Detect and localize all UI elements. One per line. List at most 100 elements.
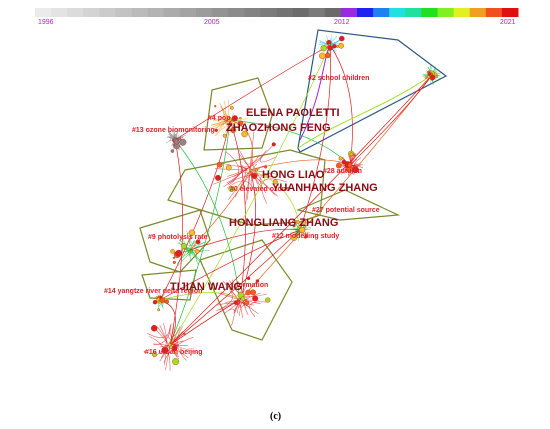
- node: [230, 127, 237, 134]
- cluster-label: #9 photolysis rate: [148, 234, 208, 241]
- edge: [159, 119, 231, 301]
- edge: [169, 229, 301, 346]
- color-swatch: [276, 8, 294, 17]
- node: [320, 45, 327, 52]
- color-swatch: [115, 8, 133, 17]
- node: [339, 35, 345, 42]
- author-label: ZHAOZHONG FENG: [226, 122, 331, 134]
- node: [353, 154, 356, 157]
- node: [233, 300, 238, 305]
- node: [349, 152, 354, 157]
- network-edges-nodes: [143, 35, 441, 371]
- node: [434, 75, 438, 79]
- node: [429, 74, 436, 81]
- edge: [239, 169, 256, 301]
- edge: [229, 119, 253, 171]
- node: [155, 296, 158, 299]
- edge: [210, 119, 222, 126]
- edge: [224, 308, 235, 326]
- node: [299, 227, 306, 233]
- color-swatch: [147, 8, 165, 17]
- node: [161, 346, 169, 354]
- cluster-label: formation: [236, 282, 268, 289]
- color-swatch: [163, 8, 181, 17]
- node: [195, 239, 201, 245]
- year-label: 2012: [334, 19, 350, 26]
- node: [424, 76, 428, 79]
- node: [214, 105, 217, 108]
- color-swatch: [99, 8, 116, 17]
- color-swatch: [501, 8, 519, 17]
- color-swatch: [373, 8, 390, 17]
- node: [172, 358, 180, 366]
- node: [336, 45, 339, 48]
- author-label: YUANHANG ZHANG: [272, 182, 378, 194]
- edge: [349, 74, 433, 166]
- node: [295, 220, 300, 224]
- node: [165, 299, 169, 304]
- node: [327, 45, 333, 51]
- node: [159, 297, 166, 303]
- node: [170, 149, 175, 153]
- edge: [174, 139, 241, 301]
- node: [241, 130, 248, 138]
- edge: [259, 150, 277, 163]
- edge: [352, 157, 362, 176]
- edge: [434, 68, 439, 73]
- node: [152, 300, 158, 305]
- edge: [185, 249, 191, 262]
- edge: [329, 44, 353, 166]
- edge: [165, 131, 172, 143]
- node: [177, 136, 182, 140]
- edge: [245, 131, 255, 205]
- node: [159, 295, 163, 299]
- node: [143, 350, 147, 353]
- node: [225, 164, 232, 171]
- edge: [244, 145, 273, 165]
- edge: [176, 326, 187, 361]
- node: [174, 139, 180, 145]
- node: [173, 144, 176, 147]
- node: [293, 220, 297, 223]
- author-label: HONGLIANG ZHANG: [229, 217, 338, 229]
- timeline-color-bar: [35, 8, 519, 17]
- edge: [227, 156, 264, 177]
- cluster-hulls: [139, 29, 448, 341]
- color-swatch: [244, 8, 261, 17]
- color-swatch: [83, 8, 100, 17]
- edge: [168, 130, 173, 139]
- node: [252, 295, 259, 302]
- edge: [158, 304, 164, 310]
- node: [271, 142, 276, 147]
- node: [250, 289, 257, 296]
- node: [215, 174, 221, 181]
- edge: [249, 301, 267, 317]
- edge: [297, 74, 433, 149]
- node: [172, 256, 176, 259]
- node: [338, 42, 345, 49]
- node: [229, 105, 234, 110]
- node: [237, 120, 244, 127]
- edge: [228, 172, 249, 201]
- edge: [186, 230, 199, 259]
- edge: [160, 323, 167, 359]
- edge: [169, 74, 433, 346]
- node: [228, 186, 235, 192]
- node: [255, 279, 260, 283]
- cluster-label: #2 school children: [308, 75, 369, 82]
- edge: [247, 174, 251, 200]
- node: [194, 249, 200, 254]
- author-label: ELENA PAOLETTI: [246, 107, 340, 119]
- edge: [159, 325, 169, 355]
- edge: [214, 168, 248, 172]
- edge: [159, 345, 168, 348]
- edge: [169, 119, 231, 346]
- node: [216, 161, 223, 168]
- node: [231, 115, 238, 122]
- hull: [297, 29, 448, 153]
- year-label: 1996: [38, 19, 54, 26]
- edge: [169, 139, 183, 346]
- color-swatch: [35, 8, 52, 17]
- node: [181, 243, 187, 249]
